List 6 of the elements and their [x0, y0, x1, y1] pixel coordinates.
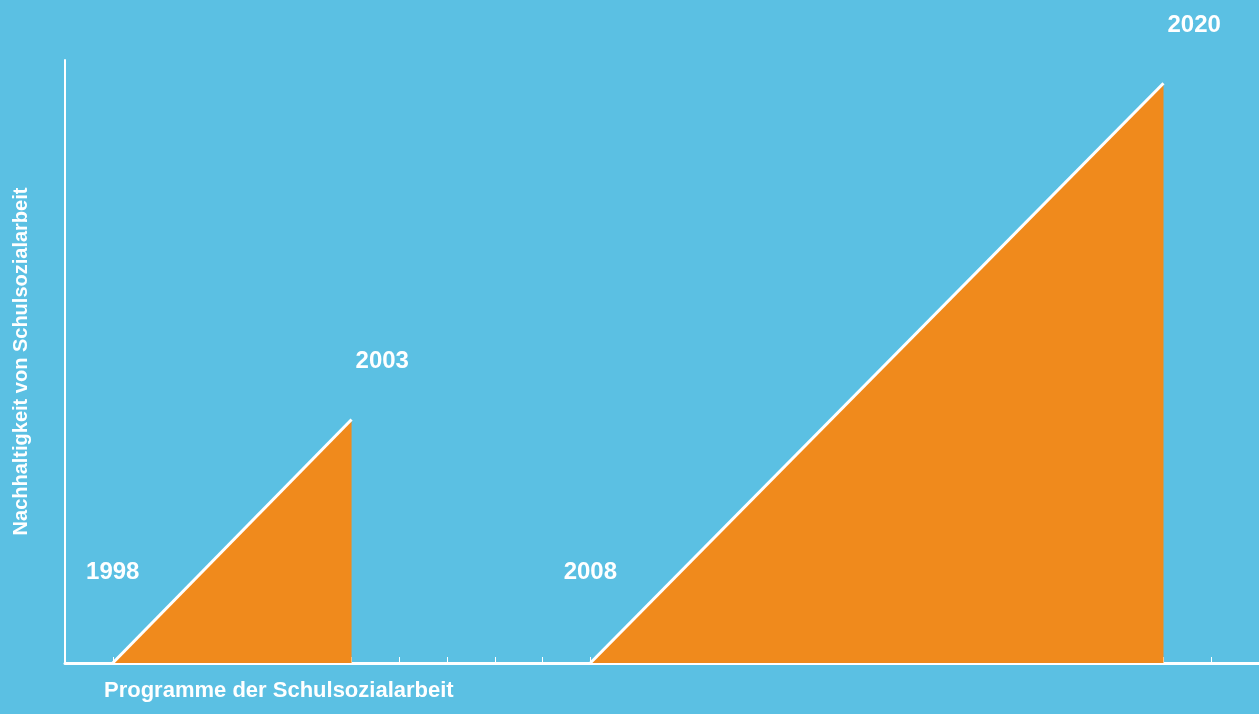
x-axis-title: Programme der Schulsozialarbeit: [104, 676, 455, 702]
annotation: 2003: [355, 345, 409, 373]
x-tick-label: 2008: [563, 556, 618, 584]
annotation: 2020: [1167, 9, 1221, 37]
x-tick-label: 1998: [86, 556, 140, 584]
y-axis-title: Nachhaltigkeit von Schulsozialarbeit: [9, 187, 31, 536]
